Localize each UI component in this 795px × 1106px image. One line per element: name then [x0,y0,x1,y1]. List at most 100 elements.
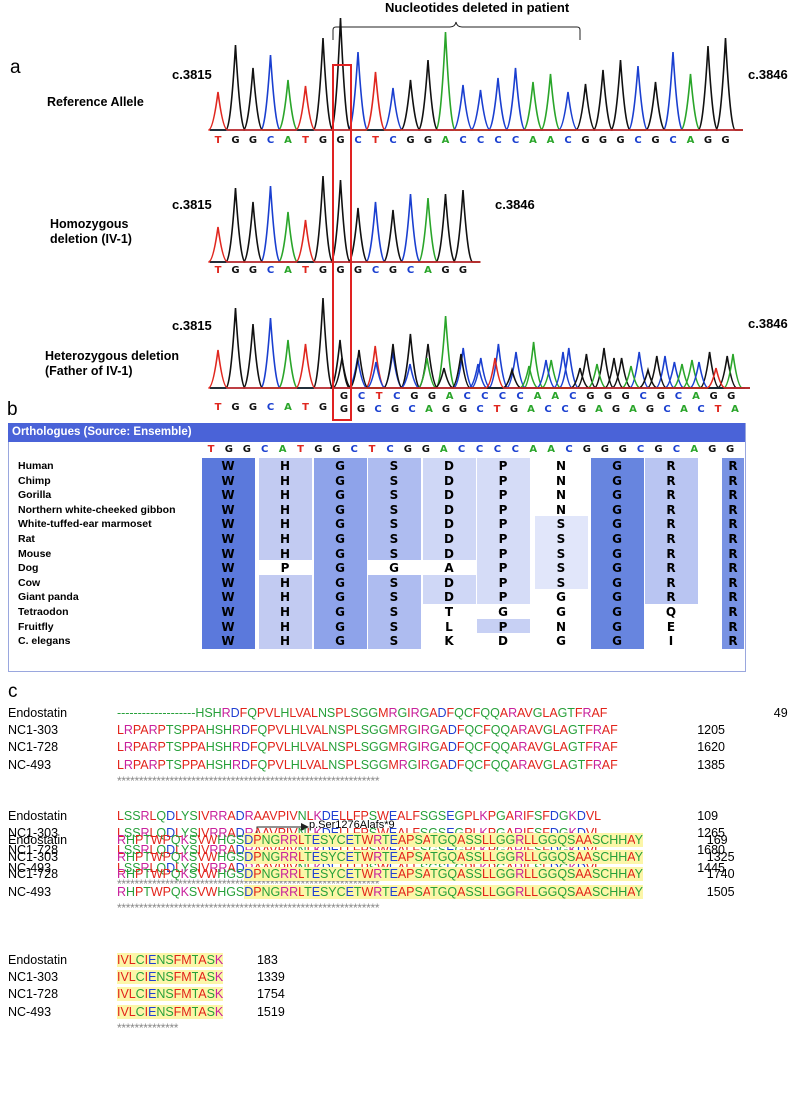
amino-acid-cell: S [534,560,588,577]
trace-peaks-T [208,219,481,263]
alignment-seq-name: NC1-303 [8,850,59,865]
orthologue-header-text: Orthologues (Source: Ensemble) [12,426,192,438]
base-call: G [423,135,433,146]
amino-acid-cell: R [644,472,698,489]
amino-acid-cell: G [476,604,530,620]
species-name: Giant panda [18,591,79,604]
conservation-stars: ****************************************… [117,773,380,788]
alignment-position: 1754 [256,987,285,1002]
deletion-bracket [332,21,581,40]
chromatogram-traces [208,17,750,389]
amino-acid-cell: G [313,531,367,547]
amino-acid-cell: D [422,516,476,533]
alignment-sequence: RHPTWPQKSVWHGSDPNGRRLTESYCETWRTEAPSATGQA… [117,867,643,882]
amino-acid-cell: D [422,574,476,591]
amino-acid-cell: G [590,531,644,547]
base-call: C [565,444,573,455]
base-call: T [372,135,379,146]
amino-acid-cell: D [422,545,476,562]
alignment-sequence: IVLCIENSFMTASK [117,1004,224,1019]
alignment-seq-name: NC-493 [8,1004,52,1019]
base-call: A [680,404,688,415]
amino-acid-cell: G [534,589,588,606]
amino-acid-cell: R [722,472,744,489]
amino-acid-cell: G [313,458,367,474]
alignment-sequence: IVLCIENSFMTASK [117,953,224,967]
amino-acid-cell: R [722,487,744,504]
species-name: Dog [18,562,39,575]
base-call: G [231,135,240,146]
amino-acid-cell: W [201,589,255,606]
base-call: G [248,135,258,146]
trace-peaks-G [210,297,341,389]
base-call: G [427,391,437,402]
amino-acid-cell: G [590,560,644,577]
base-call: C [669,135,677,146]
amino-acid-cell: G [590,501,644,518]
base-call: G [458,404,468,415]
base-call: G [651,135,660,146]
base-call: G [708,444,717,455]
base-call: A [439,444,448,455]
amino-acid-cell: G [313,589,367,606]
species-name: Rat [18,533,35,545]
alignment-seq-name: NC1-303 [8,826,59,841]
amino-acid-cell: W [201,560,255,577]
amino-acid-cell: S [534,516,588,533]
trace-peaks-G [210,175,481,263]
alignment-position: 1740 [706,867,735,882]
base-call: T [214,265,222,276]
base-call: T [302,135,309,146]
base-call: A [690,444,699,455]
base-call: G [421,444,430,455]
base-call: A [441,135,450,146]
amino-acid-cell: S [367,574,421,591]
amino-acid-cell: R [722,618,744,635]
alignment-sequence: -------------------HSHRDFQPVLHLVALNSPLSG… [117,706,608,720]
base-call: A [551,391,560,402]
base-call: G [586,391,595,402]
alignment-sequence: RHPTWPQKSVWHGSDPNGRRLTESYCETWRTEAPSATGQA… [117,833,643,847]
conservation-stars: ****************************************… [117,900,380,915]
alignment-position: 1205 [697,723,725,738]
alignment-sequence: LRPARPTSPPAHSHRDFQPVLHLVALNSPLSGGMRGIRGA… [117,740,618,755]
amino-acid-cell: S [367,487,421,504]
amino-acid-cell: I [644,633,698,650]
species-name: Cow [18,576,41,589]
amino-acid-cell: S [534,531,588,547]
amino-acid-cell: S [367,545,421,562]
amino-acid-cell: P [476,574,530,591]
trace-peaks-C [210,51,743,131]
trace-peaks-C [210,185,481,263]
amino-acid-cell: G [313,545,367,562]
base-call: A [527,404,535,415]
base-call: G [727,391,736,402]
amino-acid-cell: P [476,487,530,504]
amino-acid-cell: W [201,531,255,547]
base-call: C [371,265,380,276]
base-call: C [463,391,471,402]
amino-acid-cell: D [422,531,476,547]
alignment-position: 1445 [697,860,725,875]
amino-acid-cell: E [644,618,698,635]
amino-acid-cell: G [590,604,644,620]
base-call: C [386,444,394,455]
base-call: C [634,135,642,146]
base-call: T [214,135,222,146]
base-call: C [266,265,275,276]
base-call: G [388,265,398,276]
base-call: A [278,444,287,455]
trace-peaks-C [210,317,341,389]
amino-acid-cell: S [367,633,421,650]
alignment-position: 1339 [256,970,285,985]
base-call: A [284,135,292,146]
trace-peaks-T [334,357,750,389]
base-call: C [374,404,382,415]
base-call: T [714,404,722,415]
amino-acid-cell: D [476,633,530,650]
base-call: G [332,444,341,455]
amino-acid-cell: S [367,472,421,489]
amino-acid-cell: S [367,531,421,547]
amino-acid-cell: W [201,487,255,504]
